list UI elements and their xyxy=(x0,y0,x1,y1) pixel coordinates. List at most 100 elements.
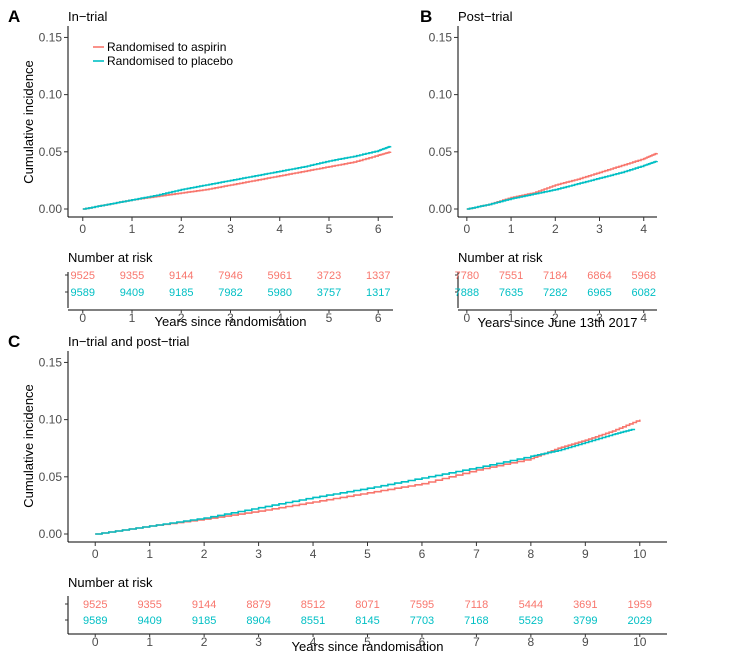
risk-value-placebo: 9185 xyxy=(192,615,216,627)
y-tick-label: 0.15 xyxy=(39,30,63,44)
risk-value-aspirin: 1959 xyxy=(628,599,652,611)
series-line-aspirin xyxy=(466,152,658,210)
y-tick-label: 0.10 xyxy=(39,88,63,102)
risk-value-placebo: 7888 xyxy=(455,287,479,299)
x-tick-label: 0 xyxy=(79,222,86,236)
x-tick-label: 5 xyxy=(326,222,333,236)
x-axis-title: Years since randomisation xyxy=(155,314,307,329)
x-tick-label: 1 xyxy=(129,222,136,236)
x-tick-label: 1 xyxy=(508,222,515,236)
risk-value-aspirin: 9144 xyxy=(169,270,193,282)
risk-table-title: Number at risk xyxy=(458,250,543,265)
risk-value-placebo: 2029 xyxy=(628,615,652,627)
risk-x-tick-label: 3 xyxy=(255,635,262,649)
x-axis-title: Years since June 13th 2017 xyxy=(478,315,638,330)
risk-value-aspirin: 7595 xyxy=(410,599,434,611)
x-tick-label: 6 xyxy=(375,222,382,236)
risk-value-aspirin: 7946 xyxy=(218,270,242,282)
y-tick-label: 0.05 xyxy=(39,470,63,484)
risk-x-tick-label: 1 xyxy=(146,635,153,649)
y-tick-label: 0.05 xyxy=(429,145,453,159)
x-tick-label: 7 xyxy=(473,547,480,561)
risk-value-placebo: 6082 xyxy=(631,287,655,299)
x-tick-label: 2 xyxy=(178,222,185,236)
risk-value-placebo: 7168 xyxy=(464,615,488,627)
x-tick-label: 2 xyxy=(552,222,559,236)
series-line-placebo xyxy=(466,160,658,210)
x-tick-label: 9 xyxy=(582,547,589,561)
panel-b: B Post−trial 0.00 0.05 0.10 0.15 0 1 2 3 4 Number a… xyxy=(420,7,658,330)
x-tick-label: 1 xyxy=(146,547,153,561)
risk-value-aspirin: 9144 xyxy=(192,599,216,611)
risk-value-placebo: 6965 xyxy=(587,287,611,299)
legend-label-aspirin: Randomised to aspirin xyxy=(107,40,226,54)
x-tick-label: 4 xyxy=(310,547,317,561)
risk-value-aspirin: 5961 xyxy=(268,270,292,282)
risk-value-aspirin: 3723 xyxy=(317,270,341,282)
x-tick-label: 3 xyxy=(255,547,262,561)
y-tick-label: 0.10 xyxy=(429,88,453,102)
risk-x-tick-label: 3 xyxy=(227,311,234,325)
risk-value-aspirin: 5444 xyxy=(519,599,543,611)
risk-x-tick-label: 1 xyxy=(508,311,515,325)
x-tick-label: 3 xyxy=(227,222,234,236)
risk-value-placebo: 3799 xyxy=(573,615,597,627)
risk-x-tick-label: 10 xyxy=(633,635,647,649)
risk-value-aspirin: 9525 xyxy=(83,599,107,611)
risk-x-tick-label: 4 xyxy=(276,311,283,325)
risk-x-tick-label: 7 xyxy=(473,635,480,649)
risk-value-aspirin: 8879 xyxy=(246,599,270,611)
series-line-placebo xyxy=(95,428,636,535)
risk-table-title: Number at risk xyxy=(68,575,153,590)
risk-value-aspirin: 6864 xyxy=(587,270,611,282)
risk-x-tick-label: 0 xyxy=(464,311,471,325)
risk-x-tick-label: 2 xyxy=(178,311,185,325)
x-tick-label: 5 xyxy=(364,547,371,561)
risk-x-tick-label: 5 xyxy=(364,635,371,649)
risk-value-placebo: 9589 xyxy=(71,287,95,299)
risk-value-aspirin: 9355 xyxy=(137,599,161,611)
risk-x-tick-label: 6 xyxy=(375,311,382,325)
risk-value-placebo: 9589 xyxy=(83,615,107,627)
risk-table-title: Number at risk xyxy=(68,250,153,265)
risk-x-tick-label: 8 xyxy=(528,635,535,649)
x-tick-label: 6 xyxy=(419,547,426,561)
panel-letter: C xyxy=(8,332,20,351)
risk-value-placebo: 3757 xyxy=(317,287,341,299)
risk-x-tick-label: 2 xyxy=(552,311,559,325)
y-tick-label: 0.10 xyxy=(39,413,63,427)
risk-x-tick-label: 2 xyxy=(201,635,208,649)
x-tick-label: 10 xyxy=(633,547,647,561)
risk-x-tick-label: 0 xyxy=(79,311,86,325)
x-tick-label: 3 xyxy=(596,222,603,236)
y-tick-label: 0.05 xyxy=(39,145,63,159)
risk-value-placebo: 9185 xyxy=(169,287,193,299)
risk-value-aspirin: 7118 xyxy=(465,599,489,611)
x-tick-label: 8 xyxy=(528,547,535,561)
risk-value-placebo: 7703 xyxy=(410,615,434,627)
risk-x-tick-label: 5 xyxy=(326,311,333,325)
x-tick-label: 0 xyxy=(92,547,99,561)
risk-value-aspirin: 9355 xyxy=(120,270,144,282)
series-line-aspirin xyxy=(95,419,641,535)
risk-value-aspirin: 3691 xyxy=(573,599,597,611)
y-axis-title: Cumulative incidence xyxy=(21,384,36,508)
risk-value-placebo: 8551 xyxy=(301,615,325,627)
x-tick-label: 4 xyxy=(640,222,647,236)
panel-a: A In−trial 0.00 0.05 0.10 0.15 0 1 2 3 4 5 6 Cumulati… xyxy=(8,7,393,329)
y-tick-label: 0.00 xyxy=(429,202,453,216)
x-tick-label: 0 xyxy=(464,222,471,236)
x-axis-title: Years since randomisation xyxy=(292,639,444,654)
risk-value-aspirin: 1337 xyxy=(366,270,390,282)
risk-value-aspirin: 8071 xyxy=(355,599,379,611)
risk-x-tick-label: 4 xyxy=(640,311,647,325)
risk-value-placebo: 7282 xyxy=(543,287,567,299)
y-tick-label: 0.15 xyxy=(39,355,63,369)
panel-letter: A xyxy=(8,7,20,26)
series-line-placebo xyxy=(82,145,392,210)
panel-title: Post−trial xyxy=(458,9,513,24)
panel-letter: B xyxy=(420,7,432,26)
risk-value-placebo: 1317 xyxy=(366,287,390,299)
risk-value-placebo: 8145 xyxy=(355,615,379,627)
risk-value-aspirin: 7184 xyxy=(543,270,567,282)
